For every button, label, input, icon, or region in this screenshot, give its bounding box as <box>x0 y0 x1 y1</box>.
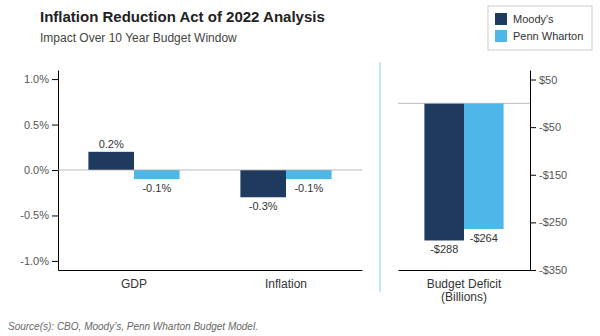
x-axis-line <box>59 270 363 271</box>
legend-frame <box>488 6 592 50</box>
y-tick: -$150 <box>530 169 567 181</box>
bars <box>424 103 503 240</box>
y-tick: -$50 <box>530 121 561 133</box>
x-tick-label: Inflation <box>265 277 307 291</box>
panel: -$350 -$250 -$150 -$50 $50 Budget Deficit(Bil… <box>398 71 567 305</box>
legend-swatch <box>495 30 507 42</box>
data-label: -$264 <box>470 232 498 244</box>
y-axis: -$350 -$250 -$150 -$50 $50 <box>530 71 567 277</box>
chart-root: Inflation Reduction Act of 2022 Analysis… <box>0 0 600 336</box>
y-tick-mark <box>52 79 58 80</box>
title: Inflation Reduction Act of 2022 Analysis <box>40 8 325 25</box>
y-tick-mark <box>52 215 58 216</box>
baseline <box>398 103 530 104</box>
bars <box>88 152 331 197</box>
y-axis-line <box>530 71 531 271</box>
baseline <box>58 170 362 171</box>
y-tick: -$250 <box>530 216 567 228</box>
y-tick-label: -0.5% <box>20 209 49 221</box>
x-tick-label-line: Inflation <box>265 277 307 291</box>
data-labels: -$288 -$264 <box>430 232 498 255</box>
y-tick: 0.0% <box>24 164 58 176</box>
panel-divider <box>380 62 381 292</box>
legend-item: Penn Wharton <box>495 30 583 42</box>
bar <box>424 103 464 240</box>
legend-item: Moody's <box>495 13 554 25</box>
x-tick: GDP <box>121 277 147 291</box>
y-tick-label: $50 <box>539 74 557 86</box>
data-label: 0.2% <box>99 138 124 150</box>
x-tick-label-line: GDP <box>121 277 147 291</box>
y-tick-label: -1.0% <box>20 255 49 267</box>
y-tick-mark <box>530 80 536 81</box>
y-tick-mark <box>52 261 58 262</box>
legend-swatch <box>495 13 507 25</box>
y-tick-label: -$150 <box>539 169 567 181</box>
subtitle: Impact Over 10 Year Budget Window <box>40 31 237 45</box>
x-tick-label-line: Budget Deficit <box>427 277 502 291</box>
data-label: -0.1% <box>142 182 171 194</box>
y-tick-label: -$350 <box>539 264 567 276</box>
legend-label: Moody's <box>513 13 554 25</box>
bar <box>240 170 286 197</box>
x-axis-line <box>399 270 531 271</box>
y-tick: 0.5% <box>24 119 58 131</box>
y-tick: -$350 <box>530 264 567 276</box>
bar <box>88 152 134 170</box>
y-tick-mark <box>52 170 58 171</box>
x-tick-label: Budget Deficit(Billions) <box>427 277 502 305</box>
y-tick-mark <box>52 125 58 126</box>
y-tick-label: -$50 <box>539 121 561 133</box>
y-axis-line <box>58 71 59 271</box>
legend-label: Penn Wharton <box>513 30 583 42</box>
y-tick-label: -$250 <box>539 216 567 228</box>
bar <box>464 103 504 229</box>
data-label: -0.3% <box>249 200 278 212</box>
y-tick-label: 0.0% <box>24 164 49 176</box>
y-tick-mark <box>530 127 536 128</box>
y-tick-label: 1.0% <box>24 73 49 85</box>
data-labels: 0.2% -0.3% -0.1% -0.1% <box>99 138 324 212</box>
legend: Moody's Penn Wharton <box>488 6 592 50</box>
y-tick: 1.0% <box>24 73 58 85</box>
y-tick: -0.5% <box>20 209 58 221</box>
x-tick-label-line: (Billions) <box>441 290 487 304</box>
x-tick: Budget Deficit(Billions) <box>427 277 502 305</box>
y-tick-label: 0.5% <box>24 119 49 131</box>
panel: -1.0% -0.5% 0.0% 0.5% 1.0% GDP Inflation 0.2% -0… <box>20 71 362 291</box>
source-note: Source(s): CBO, Moody’s, Penn Wharton Bu… <box>8 321 258 332</box>
y-tick: $50 <box>530 74 557 86</box>
data-label: -$288 <box>430 243 458 255</box>
y-axis: -1.0% -0.5% 0.0% 0.5% 1.0% <box>20 71 58 271</box>
bar <box>134 170 180 179</box>
x-axis: Budget Deficit(Billions) <box>399 271 531 305</box>
bar <box>286 170 332 179</box>
data-label: -0.1% <box>294 182 323 194</box>
y-tick-mark <box>530 222 536 223</box>
y-tick-mark <box>530 175 536 176</box>
y-tick: -1.0% <box>20 255 58 267</box>
x-axis: GDP Inflation <box>59 271 363 291</box>
y-tick-mark <box>530 270 536 271</box>
x-tick-label: GDP <box>121 277 147 291</box>
x-tick: Inflation <box>265 277 307 291</box>
